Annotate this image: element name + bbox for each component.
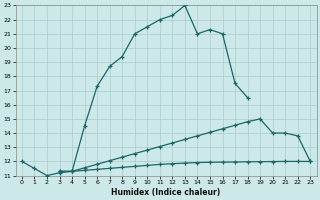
X-axis label: Humidex (Indice chaleur): Humidex (Indice chaleur) <box>111 188 221 197</box>
